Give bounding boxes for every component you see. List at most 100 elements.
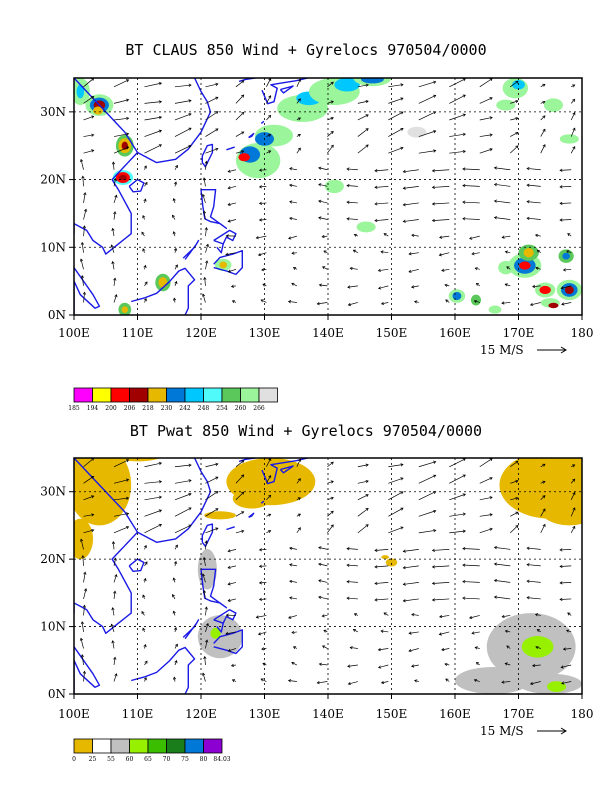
wind-vector — [291, 252, 297, 254]
wind-vector-head — [515, 131, 519, 135]
wind-vector — [388, 477, 404, 484]
wind-vector-head — [330, 496, 334, 500]
wind-vector — [505, 663, 511, 666]
wind-vector-head — [225, 234, 229, 238]
wind-vector — [327, 524, 334, 534]
wind-vector — [535, 614, 541, 616]
shaded-area — [74, 458, 132, 526]
wind-vector — [502, 235, 511, 238]
wind-vector-head — [258, 548, 263, 552]
wind-vector — [561, 302, 572, 305]
wind-vector-head — [445, 299, 449, 303]
wind-vector — [388, 491, 404, 501]
wind-vector-head — [215, 508, 219, 512]
wind-vector — [228, 186, 237, 189]
wind-vector — [288, 235, 297, 239]
wind-vector — [449, 94, 466, 104]
wind-vector — [411, 664, 419, 667]
wind-vector — [570, 507, 576, 517]
wind-vector-head — [433, 491, 437, 494]
wind-vector — [80, 638, 84, 649]
wind-vector — [141, 611, 145, 616]
wind-vector-head — [188, 113, 192, 117]
wind-vector — [462, 597, 480, 600]
wind-vector — [494, 546, 511, 550]
wind-vector-head — [411, 664, 415, 668]
wind-vector-head — [462, 512, 466, 516]
wind-vector — [563, 268, 572, 271]
wind-vector — [205, 128, 219, 137]
wind-vector-head — [542, 115, 546, 119]
wind-vector-head — [201, 672, 206, 676]
wind-vector-head — [258, 564, 263, 568]
shaded-area — [158, 277, 168, 288]
wind-vector-head — [323, 629, 327, 633]
wind-vector-head — [227, 582, 231, 586]
wind-vector-head — [542, 128, 546, 132]
coastline — [201, 523, 214, 547]
wind-vector — [560, 598, 572, 600]
wind-vector — [403, 549, 419, 552]
wind-vector — [317, 681, 328, 684]
wind-vector — [113, 146, 129, 154]
map-panel-2: BT Pwat 850 Wind + Gyrelocs 970504/0000 1… — [40, 422, 593, 763]
vector-scale-arrow-head — [560, 727, 567, 735]
x-tick-label: 160E — [439, 707, 471, 721]
wind-vector-head — [559, 218, 563, 222]
wind-vector-head — [402, 549, 406, 553]
y-tick-label: 10N — [40, 240, 66, 254]
wind-vector-head — [567, 612, 571, 616]
wind-vector — [327, 510, 334, 517]
wind-vector — [414, 301, 419, 303]
wind-vector-head — [408, 648, 412, 653]
shaded-area — [559, 134, 579, 144]
wind-vector — [291, 283, 298, 287]
colorbar-label: 266 — [253, 405, 265, 412]
wind-vector — [83, 192, 86, 203]
wind-vector — [289, 201, 297, 204]
wind-vector-head — [241, 150, 245, 154]
wind-vector-head — [535, 645, 539, 650]
wind-vector-head — [125, 146, 130, 150]
wind-vector — [411, 285, 419, 288]
colorbar-label: 248 — [198, 405, 210, 412]
wind-vector-head — [175, 643, 178, 647]
wind-vector-head — [188, 524, 192, 528]
wind-vector — [510, 480, 519, 484]
colorbar-label: 218 — [142, 405, 154, 412]
wind-vector-head — [83, 588, 88, 592]
wind-vector — [83, 605, 85, 616]
wind-vector — [357, 100, 369, 104]
wind-vector — [113, 133, 129, 137]
wind-vector — [203, 211, 206, 220]
wind-vector — [205, 508, 219, 517]
wind-vector-head — [143, 677, 147, 681]
wind-vector — [327, 480, 334, 484]
wind-vector — [83, 476, 94, 484]
wind-vector-head — [83, 571, 87, 575]
wind-vector — [144, 545, 147, 550]
wind-vector — [205, 111, 219, 121]
shaded-area — [361, 78, 384, 84]
wind-vector-head — [353, 233, 358, 237]
wind-vector — [530, 302, 541, 306]
colorbar-label: 55 — [107, 756, 115, 763]
wind-vector-head — [230, 663, 235, 668]
wind-vector-head — [506, 645, 510, 649]
wind-vector-head — [289, 167, 293, 171]
wind-vector — [266, 95, 271, 104]
wind-vector — [388, 128, 404, 137]
wind-vector-head — [542, 523, 546, 528]
wind-vector — [259, 219, 267, 221]
wind-vector — [202, 573, 206, 583]
wind-vector-head — [158, 129, 163, 133]
wind-vector — [561, 285, 572, 289]
wind-vector-head — [347, 681, 351, 686]
wind-vector-head — [175, 544, 178, 548]
wind-vector — [418, 461, 436, 468]
wind-vector-head — [489, 477, 493, 481]
wind-vector-head — [113, 656, 117, 660]
wind-vector-head — [526, 200, 530, 204]
wind-vector-head — [353, 613, 358, 617]
wind-vector — [403, 219, 419, 222]
